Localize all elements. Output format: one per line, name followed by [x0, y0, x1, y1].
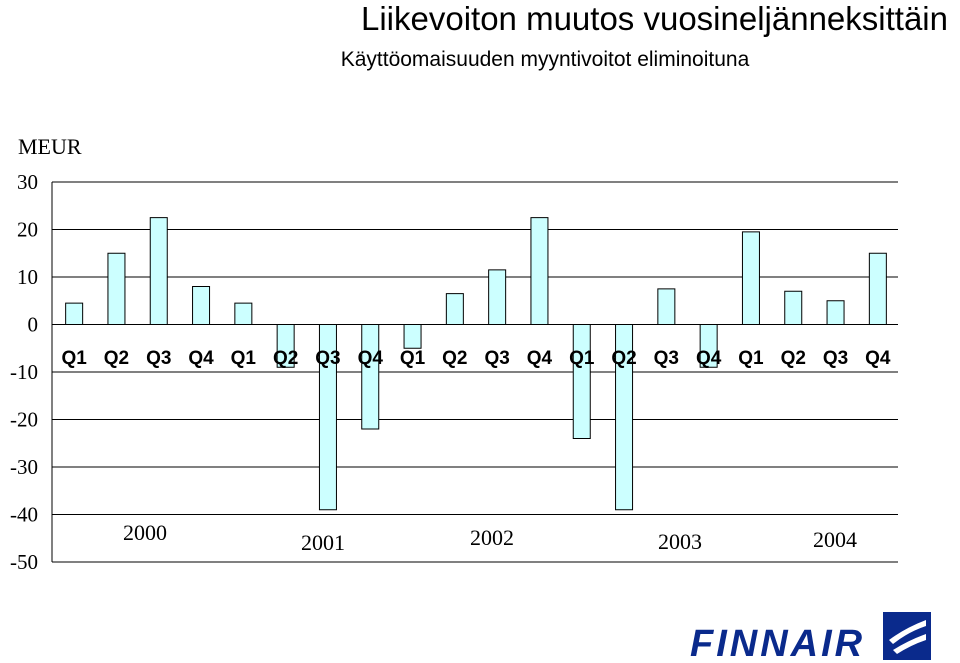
x-tick-label: Q2: [442, 348, 467, 369]
chart-title: Liikevoiton muutos vuosineljänneksittäin: [360, 0, 948, 37]
bar: [699, 324, 718, 368]
chart-subtitle: Käyttöomaisuuden myyntivoitot eliminoitu…: [340, 48, 750, 71]
bar: [784, 290, 803, 325]
x-tick-label: Q4: [696, 348, 722, 369]
bar: [826, 300, 845, 325]
bar: [276, 324, 295, 368]
y-tick-label: 20: [17, 218, 38, 242]
x-tick-label: Q2: [273, 348, 298, 369]
bar: [615, 324, 634, 511]
x-tick-label: Q1: [569, 348, 595, 369]
year-label: 2001: [301, 530, 345, 555]
x-tick-label: Q3: [146, 348, 171, 369]
x-tick-label: Q4: [188, 348, 214, 369]
bar: [530, 217, 549, 325]
bar: [361, 324, 380, 430]
finnair-logo: FINNAIR: [690, 612, 931, 660]
x-tick-label: Q4: [527, 348, 553, 369]
y-tick-label: 30: [17, 170, 38, 194]
y-tick-label: 10: [17, 265, 38, 289]
y-axis-label: MEUR: [18, 134, 82, 159]
year-label: 2002: [470, 525, 514, 550]
y-tick-label: -40: [10, 503, 38, 527]
x-tick-label: Q1: [231, 348, 257, 369]
x-tick-label: Q3: [315, 348, 340, 369]
bar: [107, 252, 126, 325]
bar: [445, 293, 464, 325]
bar: [65, 302, 84, 325]
bar: [192, 286, 211, 325]
x-tick-label: Q2: [104, 348, 129, 369]
bar: [868, 252, 887, 325]
x-tick-label: Q3: [823, 348, 848, 369]
year-label: 2003: [658, 529, 702, 554]
x-tick-label: Q3: [484, 348, 509, 369]
x-tick-label: Q4: [358, 348, 384, 369]
y-tick-label: -30: [10, 455, 38, 479]
bar: [149, 217, 168, 325]
bar: [741, 231, 760, 325]
bar: [403, 324, 422, 349]
bar: [657, 288, 676, 325]
bar: [488, 269, 507, 325]
y-tick-label: -10: [10, 360, 38, 384]
x-tick-label: Q2: [781, 348, 806, 369]
x-tick-label: Q4: [865, 348, 891, 369]
bar: [572, 324, 591, 439]
y-tick-label: -50: [10, 550, 38, 574]
x-tick-label: Q3: [654, 348, 679, 369]
x-tick-label: Q1: [61, 348, 87, 369]
x-tick-label: Q1: [400, 348, 426, 369]
x-tick-label: Q2: [611, 348, 636, 369]
year-label: 2004: [813, 527, 857, 552]
logo-wordmark: FINNAIR: [690, 623, 865, 660]
x-tick-label: Q1: [738, 348, 764, 369]
y-tick-label: -20: [10, 408, 38, 432]
year-label: 2000: [123, 520, 167, 545]
y-tick-label: 0: [28, 313, 39, 337]
bar: [318, 324, 337, 511]
bar: [234, 302, 253, 325]
